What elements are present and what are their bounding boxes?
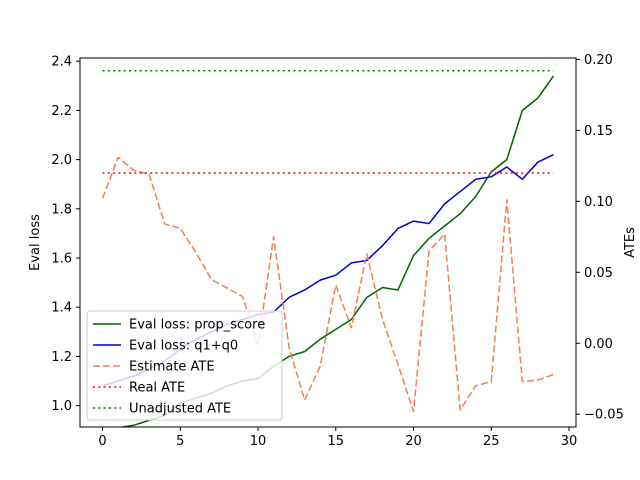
- x-tick-label: 20: [405, 434, 422, 449]
- legend-label: Unadjusted ATE: [129, 402, 231, 417]
- y-axis-label: Eval loss: [28, 214, 43, 271]
- x-tick-label: 30: [561, 434, 578, 449]
- legend-label: Real ATE: [129, 381, 185, 396]
- legend: Eval loss: prop_score Eval loss: q1+q0 Est…: [86, 310, 283, 421]
- y-tick-label: 1.6: [51, 251, 72, 266]
- x-tick-label: 25: [483, 434, 500, 449]
- plot-frame: [79, 57, 577, 428]
- y2-tick-label: 0.20: [584, 53, 613, 68]
- x-tick-label: 5: [176, 434, 184, 449]
- legend-label: Estimate ATE: [129, 360, 215, 375]
- series-line-estimate-ate: [101, 156, 554, 413]
- x-tick-label: 15: [328, 434, 345, 449]
- y2-tick-label: 0.00: [584, 337, 613, 352]
- legend-box: [86, 310, 283, 421]
- y-axis-left: 1.0 1.2 1.4 1.6 1.8 2.0 2.2 2.4: [51, 55, 80, 414]
- y-tick-label: 1.8: [51, 202, 72, 217]
- x-tick-label: 0: [98, 434, 106, 449]
- y2-tick-label: 0.15: [584, 124, 613, 139]
- x-tick-label: 10: [250, 434, 267, 449]
- y-tick-label: 2.4: [51, 55, 72, 70]
- legend-label: Eval loss: q1+q0: [129, 339, 238, 354]
- y-tick-label: 1.4: [51, 301, 72, 316]
- y2-tick-label: −0.05: [584, 408, 624, 423]
- y2-tick-label: 0.05: [584, 266, 613, 281]
- y2-tick-label: 0.10: [584, 195, 613, 210]
- y-axis-right: −0.05 0.00 0.05 0.10 0.15 0.20: [576, 53, 624, 423]
- legend-label: Eval loss: prop_score: [129, 318, 265, 333]
- y-tick-label: 2.2: [51, 104, 72, 119]
- y2-axis-label: ATEs: [623, 227, 638, 258]
- y-tick-label: 1.0: [51, 399, 72, 414]
- y-tick-label: 1.2: [51, 350, 72, 365]
- x-axis: 0 5 10 15 20 25 30: [98, 427, 577, 449]
- y-tick-label: 2.0: [51, 153, 72, 168]
